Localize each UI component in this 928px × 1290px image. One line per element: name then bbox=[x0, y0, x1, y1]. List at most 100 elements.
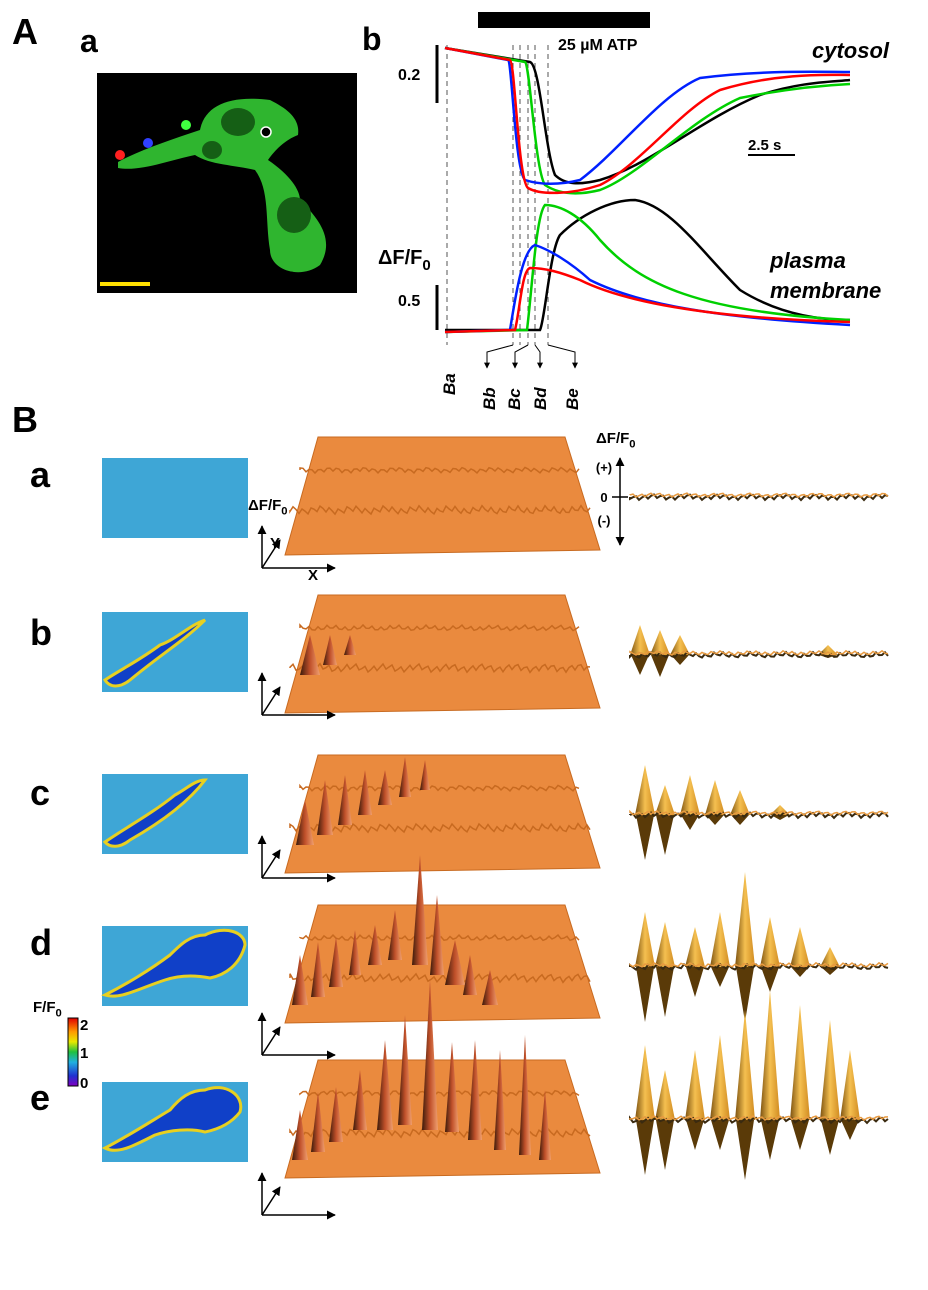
profile-trough bbox=[736, 1120, 754, 1180]
profile-peak bbox=[790, 1005, 810, 1120]
surface bbox=[284, 436, 601, 556]
profile-line bbox=[629, 493, 889, 502]
colorbar-title: F/F0 bbox=[33, 999, 62, 1020]
profile-trough bbox=[706, 815, 724, 825]
surface-spike bbox=[353, 1070, 367, 1130]
profile-peak bbox=[635, 765, 655, 815]
y-axis-label-main: ΔF/F bbox=[378, 247, 422, 269]
x-axis-label: X bbox=[308, 567, 318, 584]
cell bbox=[118, 98, 327, 273]
surface bbox=[284, 594, 601, 714]
profile-trough bbox=[656, 815, 674, 855]
trace-label: membrane bbox=[770, 278, 881, 303]
axis-arrow bbox=[261, 686, 281, 716]
colorbar-tick-label: 1 bbox=[80, 1045, 88, 1062]
profile-peak bbox=[710, 912, 730, 967]
z-axis-label-main: ΔF/F bbox=[248, 497, 281, 514]
roi-dot bbox=[260, 126, 272, 138]
profile-peak bbox=[760, 990, 780, 1120]
surface-spike bbox=[311, 1092, 325, 1152]
scale-label: 0.5 bbox=[398, 293, 420, 310]
nucleus bbox=[202, 141, 222, 159]
surface-spike bbox=[377, 1040, 393, 1130]
surface-spike bbox=[539, 1090, 551, 1160]
trace bbox=[444, 46, 851, 185]
surface-spike bbox=[399, 757, 411, 797]
panel-label: B bbox=[12, 399, 38, 440]
trace-label: plasma bbox=[769, 248, 846, 273]
axis-arrow bbox=[261, 539, 281, 569]
profile-tick-label: (-) bbox=[598, 513, 611, 528]
profile-axis-title: ΔF/F0 bbox=[596, 430, 636, 451]
profile-trough bbox=[636, 815, 654, 860]
surface-spike bbox=[468, 1040, 482, 1140]
axis-arrow bbox=[261, 1186, 281, 1216]
y-axis-label-sub: 0 bbox=[422, 257, 430, 274]
trace bbox=[444, 46, 851, 185]
profile-peak bbox=[820, 1020, 840, 1120]
surface-spike bbox=[422, 980, 438, 1130]
profile-peak bbox=[635, 1045, 655, 1120]
time-point-arrow bbox=[512, 344, 529, 369]
profile-line bbox=[629, 492, 889, 499]
y-axis-label: ΔF/F0 bbox=[378, 247, 431, 274]
profile-trough bbox=[711, 1120, 729, 1150]
profile-peak bbox=[735, 872, 755, 967]
colorbar-tick-label: 2 bbox=[80, 1017, 88, 1034]
time-point-label: Bb bbox=[480, 387, 499, 410]
profile-line bbox=[629, 649, 889, 656]
time-bar-label: 2.5 s bbox=[748, 137, 781, 154]
time-point-arrow bbox=[484, 344, 514, 369]
profile-trough bbox=[686, 1120, 704, 1150]
scale-label: 0.2 bbox=[398, 67, 420, 84]
time-point-label: Bc bbox=[505, 388, 524, 410]
surface-spike bbox=[388, 910, 402, 960]
surface-spike bbox=[329, 1087, 343, 1142]
profile-trough bbox=[681, 815, 699, 830]
scale-bar-label: 10 µm bbox=[100, 261, 140, 277]
profile-tick-label: 0 bbox=[600, 490, 607, 505]
profile-trough bbox=[761, 1120, 779, 1160]
row-label: e bbox=[30, 1077, 50, 1118]
surface-spike bbox=[412, 855, 428, 965]
colorbar-title-main: F/F bbox=[33, 999, 56, 1016]
profile-peak bbox=[685, 1050, 705, 1120]
heatmap-cell-edge bbox=[102, 618, 207, 688]
surface-spike bbox=[378, 770, 392, 805]
surface-spike bbox=[398, 1015, 412, 1125]
subpanel-label: b bbox=[362, 21, 382, 57]
surface-spike bbox=[494, 1050, 506, 1150]
colorbar bbox=[67, 1017, 79, 1087]
profile-peak bbox=[680, 775, 700, 815]
panel-label: A bbox=[12, 11, 38, 52]
z-axis-label-sub: 0 bbox=[281, 506, 287, 518]
profile-peak bbox=[655, 1070, 675, 1120]
surface-spike bbox=[430, 895, 444, 975]
profile-peak bbox=[670, 635, 690, 655]
profile-trough bbox=[791, 1120, 809, 1150]
profile-trough bbox=[656, 967, 674, 1017]
surface-spike bbox=[344, 635, 356, 655]
time-point-arrow bbox=[534, 344, 543, 369]
heatmap-cell-edge bbox=[102, 778, 209, 848]
surface bbox=[284, 754, 601, 874]
nucleus bbox=[277, 197, 311, 233]
surface-spike bbox=[296, 800, 314, 845]
profile-peak bbox=[760, 917, 780, 967]
profile-peak bbox=[730, 790, 750, 815]
z-axis-label: ΔF/F0 bbox=[248, 497, 288, 518]
surface-spike bbox=[300, 635, 320, 675]
profile-trough bbox=[761, 967, 779, 992]
y-axis-label: Y bbox=[270, 535, 280, 552]
trace-label: cytosol bbox=[812, 38, 890, 63]
profile-peak bbox=[705, 780, 725, 815]
profile-tick-label: (+) bbox=[596, 460, 612, 475]
surface-spike bbox=[329, 937, 343, 987]
profile-trough bbox=[631, 655, 649, 675]
profile-trough bbox=[791, 967, 809, 977]
surface-spike bbox=[317, 780, 333, 835]
heatmap-cell-edge bbox=[101, 1086, 243, 1152]
row-label: c bbox=[30, 772, 50, 813]
profile-trough bbox=[651, 655, 669, 677]
